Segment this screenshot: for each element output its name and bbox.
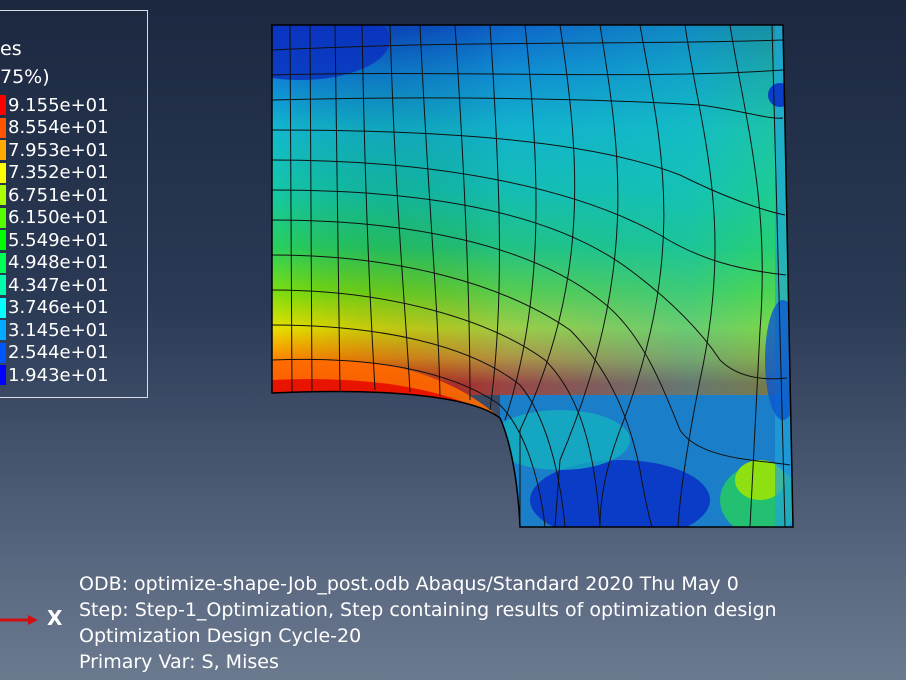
legend-row: 3.145e+01 [0, 319, 109, 342]
legend-subtitle: 75%) [0, 66, 50, 88]
legend-value: 9.155e+01 [8, 94, 109, 116]
mesh-lines [272, 25, 791, 527]
legend-values: 9.155e+01 8.554e+01 7.953e+01 7.352e+01 6.75… [0, 94, 109, 387]
viewport-info: ODB: optimize-shape-Job_post.odb Abaqus/… [79, 571, 777, 675]
legend-value: 2.544e+01 [8, 342, 109, 364]
legend-value: 3.145e+01 [8, 319, 109, 341]
x-axis-arrowhead [28, 615, 38, 625]
legend-value: 7.953e+01 [8, 139, 109, 161]
contour-legend [0, 10, 148, 398]
legend-swatch [0, 117, 6, 138]
legend-row: 7.352e+01 [0, 162, 109, 185]
legend-swatch [0, 207, 6, 228]
legend-title: es [0, 38, 22, 60]
legend-swatch [0, 185, 6, 206]
legend-swatch [0, 342, 6, 363]
design-cycle-line: Optimization Design Cycle-20 [79, 625, 362, 647]
legend-swatch [0, 140, 6, 161]
legend-swatch [0, 275, 6, 296]
legend-value: 7.352e+01 [8, 162, 109, 184]
legend-value: 1.943e+01 [8, 364, 109, 386]
legend-swatch [0, 297, 6, 318]
legend-value: 4.948e+01 [8, 252, 109, 274]
legend-swatch [0, 230, 6, 251]
plate-contour [272, 25, 793, 527]
legend-row: 5.549e+01 [0, 229, 109, 252]
legend-row: 6.751e+01 [0, 184, 109, 207]
plate-outline [271, 24, 794, 528]
legend-row: 3.746e+01 [0, 297, 109, 320]
legend-row: 7.953e+01 [0, 139, 109, 162]
legend-row: 4.347e+01 [0, 274, 109, 297]
legend-swatch [0, 252, 6, 273]
legend-value: 4.347e+01 [8, 274, 109, 296]
primary-var-line: Primary Var: S, Mises [79, 651, 279, 673]
legend-row: 8.554e+01 [0, 117, 109, 140]
coordinate-triad [0, 615, 38, 625]
legend-value: 5.549e+01 [8, 229, 109, 251]
legend-value: 6.751e+01 [8, 184, 109, 206]
legend-swatch [0, 320, 6, 341]
x-axis-label: X [47, 606, 63, 630]
legend-value: 6.150e+01 [8, 207, 109, 229]
legend-swatch [0, 162, 6, 183]
legend-row: 9.155e+01 [0, 94, 109, 117]
legend-swatch [0, 365, 6, 386]
legend-row: 4.948e+01 [0, 252, 109, 275]
odb-info-line: ODB: optimize-shape-Job_post.odb Abaqus/… [79, 573, 739, 595]
legend-row: 2.544e+01 [0, 342, 109, 365]
legend-swatch [0, 95, 6, 116]
legend-row: 1.943e+01 [0, 364, 109, 387]
legend-value: 8.554e+01 [8, 117, 109, 139]
legend-value: 3.746e+01 [8, 297, 109, 319]
step-info-line: Step: Step-1_Optimization, Step containi… [79, 599, 777, 621]
legend-row: 6.150e+01 [0, 207, 109, 230]
